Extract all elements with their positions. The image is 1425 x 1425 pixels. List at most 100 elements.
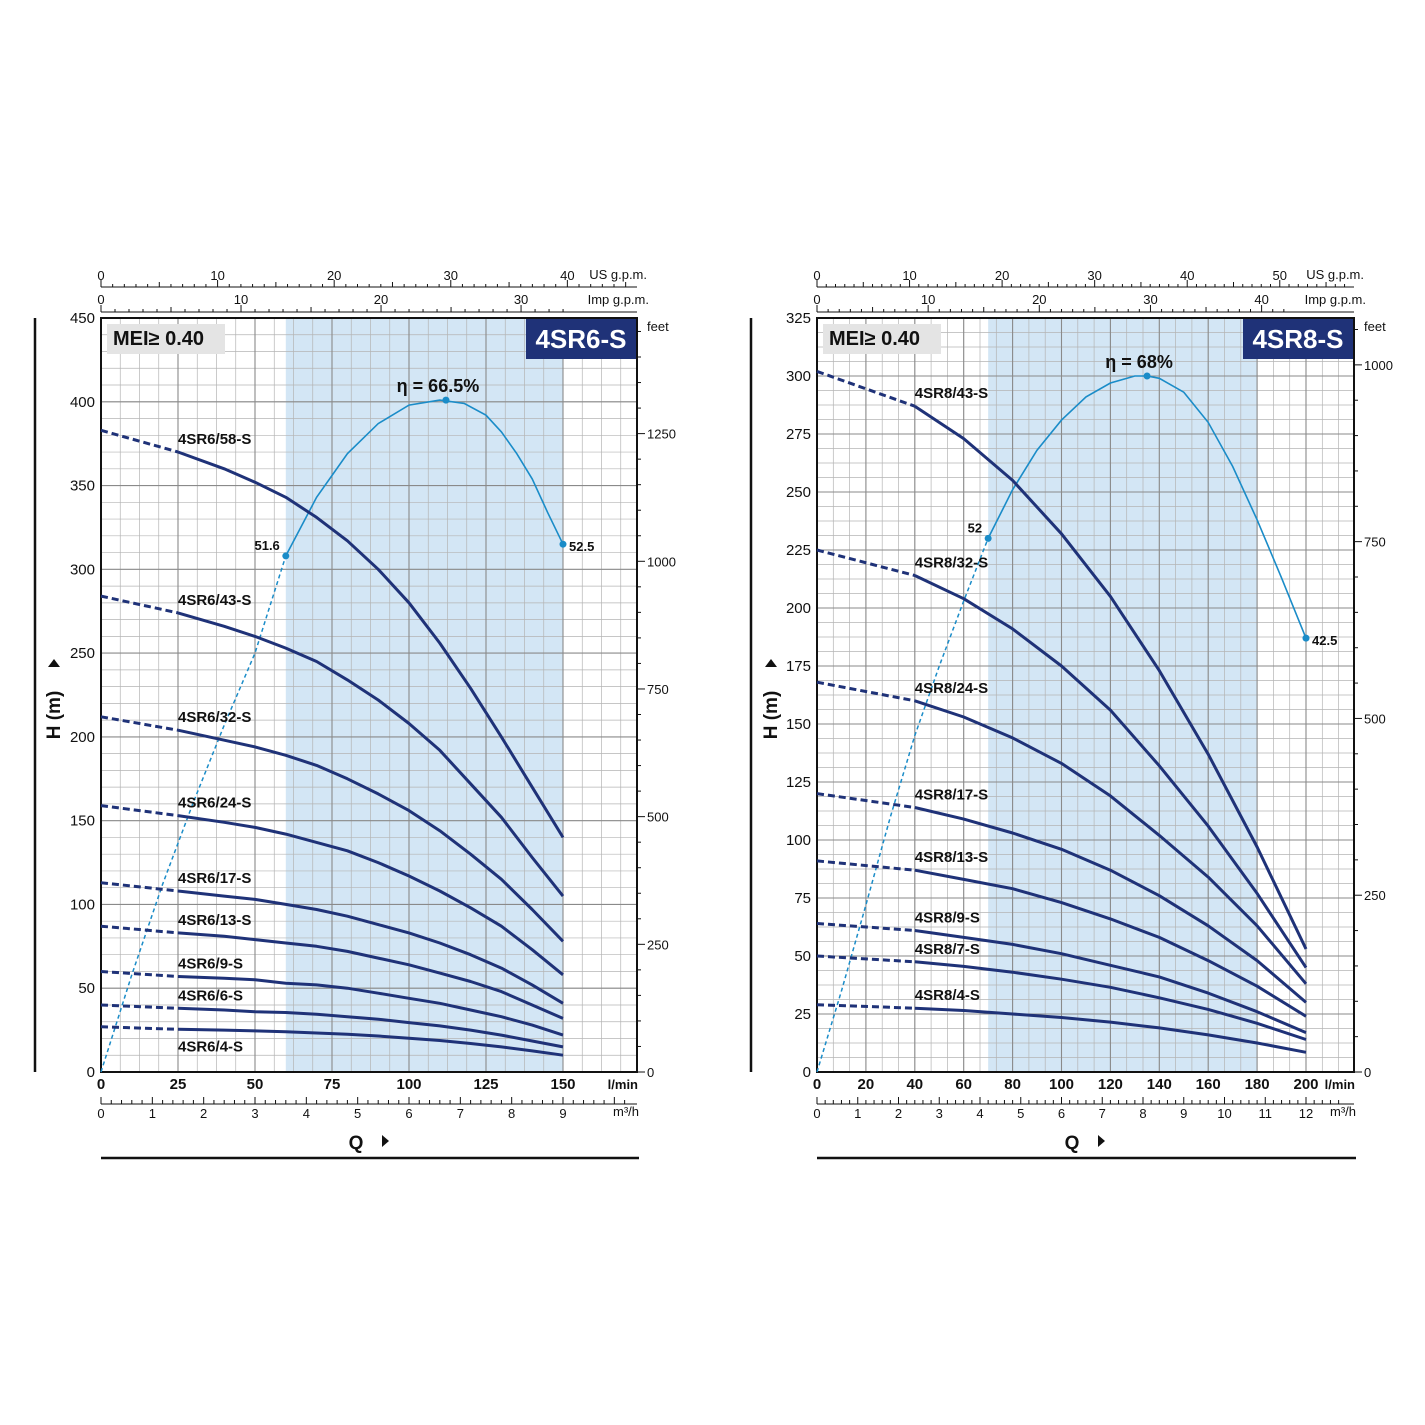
series-4SR8/17-S: 4SR8/17-S xyxy=(816,787,1307,1004)
head-curve xyxy=(177,931,564,1020)
efficiency-point xyxy=(1302,634,1310,642)
m3h-tick-label: 0 xyxy=(813,1106,820,1121)
head-curve-extrapolated xyxy=(816,680,916,703)
series-label: 4SR6/9-S xyxy=(178,955,243,972)
imp-gpm-tick-label: 30 xyxy=(514,292,528,307)
plot-frame xyxy=(100,317,638,1073)
feet-tick-label: 750 xyxy=(1364,535,1386,550)
imp-gpm-tick-label: 20 xyxy=(1032,292,1046,307)
m3h-tick-label: 4 xyxy=(303,1106,310,1121)
x-tick-label: 125 xyxy=(473,1076,498,1093)
series-label: 4SR8/4-S xyxy=(915,987,980,1004)
x-tick-label: 100 xyxy=(1049,1076,1074,1093)
series-4SR8/9-S: 4SR8/9-S xyxy=(816,909,1307,1034)
series-4SR8/43-S: 4SR8/43-S xyxy=(816,369,1308,950)
series-4SR8/7-S: 4SR8/7-S xyxy=(816,941,1307,1041)
head-curve xyxy=(177,975,564,1037)
imp-gpm-tick-label: 10 xyxy=(234,292,248,307)
efficiency-peak-label: η = 66.5% xyxy=(397,376,480,396)
mei-label: MEI≥ 0.40 xyxy=(829,328,920,350)
m3h-tick-label: 9 xyxy=(559,1106,566,1121)
series-label: 4SR6/4-S xyxy=(178,1038,243,1055)
model-badge-label: 4SR6-S xyxy=(535,324,626,354)
series-label: 4SR8/24-S xyxy=(915,680,988,697)
x-axis-title: Q xyxy=(1065,1133,1080,1154)
head-curve-extrapolated xyxy=(100,924,179,935)
head-curve xyxy=(177,450,565,839)
efficiency-right-label: 52.5 xyxy=(569,539,594,554)
m3h-tick-label: 10 xyxy=(1217,1106,1231,1121)
series-label: 4SR6/32-S xyxy=(178,709,251,726)
y-tick-label: 250 xyxy=(786,484,811,501)
x-tick-label: 20 xyxy=(858,1076,875,1093)
mei-label: MEI≥ 0.40 xyxy=(113,328,204,350)
x-tick-label: 140 xyxy=(1147,1076,1172,1093)
efficiency-curve-extrapolated xyxy=(816,538,989,1073)
head-curve-extrapolated xyxy=(816,548,916,577)
series-4SR6/58-S: 4SR6/58-S xyxy=(100,428,565,839)
y-tick-label: 125 xyxy=(786,774,811,791)
head-curve xyxy=(914,699,1308,985)
x-unit-label: l/min xyxy=(1325,1077,1355,1092)
series-4SR6/24-S: 4SR6/24-S xyxy=(100,795,564,976)
head-curve xyxy=(914,868,1307,1018)
y-tick-label: 100 xyxy=(70,896,95,913)
mei-box xyxy=(823,324,941,354)
m3h-tick-label: 2 xyxy=(200,1106,207,1121)
efficiency-left-label: 52 xyxy=(968,520,982,535)
y-tick-label: 50 xyxy=(794,948,811,965)
us-gpm-tick-label: 10 xyxy=(902,268,916,283)
m3h-unit-label: m³/h xyxy=(1330,1104,1356,1119)
x-tick-label: 50 xyxy=(247,1076,264,1093)
series-label: 4SR6/43-S xyxy=(178,592,251,609)
head-curve xyxy=(177,1006,564,1049)
series-label: 4SR8/7-S xyxy=(915,941,980,958)
us-gpm-tick-label: 30 xyxy=(444,268,458,283)
us-gpm-unit-label: US g.p.m. xyxy=(1306,267,1364,282)
feet-tick-label: 500 xyxy=(1364,711,1386,726)
head-curve-extrapolated xyxy=(816,792,916,809)
series-label: 4SR6/17-S xyxy=(178,870,251,887)
efficiency-curve-extrapolated xyxy=(100,555,287,1073)
y-tick-label: 200 xyxy=(70,729,95,746)
m3h-tick-label: 7 xyxy=(457,1106,464,1121)
series-label: 4SR6/58-S xyxy=(178,431,251,448)
series-4SR6/6-S: 4SR6/6-S xyxy=(100,987,564,1049)
x-tick-label: 75 xyxy=(324,1076,341,1093)
series-4SR6/17-S: 4SR6/17-S xyxy=(100,870,564,1005)
x-tick-label: 40 xyxy=(906,1076,923,1093)
efficiency-point xyxy=(984,534,992,542)
series-label: 4SR6/13-S xyxy=(178,912,251,929)
head-curve xyxy=(914,806,1307,1004)
imp-gpm-tick-label: 30 xyxy=(1143,292,1157,307)
y-arrow-icon xyxy=(48,659,60,667)
model-badge xyxy=(526,319,636,359)
y-tick-label: 100 xyxy=(786,832,811,849)
y-tick-label: 175 xyxy=(786,658,811,675)
head-curve xyxy=(177,814,564,976)
y-tick-label: 300 xyxy=(70,561,95,578)
efficiency-curve xyxy=(285,399,564,557)
y-tick-label: 350 xyxy=(70,478,95,495)
us-gpm-tick-label: 20 xyxy=(327,268,341,283)
x-arrow-icon xyxy=(1098,1135,1105,1147)
feet-tick-label: 500 xyxy=(647,810,669,825)
efficiency-point xyxy=(442,396,450,404)
us-gpm-tick-label: 40 xyxy=(1180,268,1194,283)
us-gpm-tick-label: 10 xyxy=(210,268,224,283)
m3h-tick-label: 9 xyxy=(1180,1106,1187,1121)
head-curve-extrapolated xyxy=(816,369,916,408)
efficiency-point xyxy=(1143,372,1151,380)
m3h-tick-label: 0 xyxy=(97,1106,104,1121)
x-axis-title: Q xyxy=(349,1133,364,1154)
imp-gpm-tick-label: 0 xyxy=(813,292,820,307)
head-curve-extrapolated xyxy=(100,1025,179,1031)
x-tick-label: 25 xyxy=(170,1076,187,1093)
m3h-tick-label: 5 xyxy=(1017,1106,1024,1121)
series-label: 4SR8/17-S xyxy=(915,787,988,804)
m3h-tick-label: 4 xyxy=(976,1106,983,1121)
m3h-tick-label: 12 xyxy=(1299,1106,1313,1121)
efficiency-band xyxy=(285,318,563,1072)
